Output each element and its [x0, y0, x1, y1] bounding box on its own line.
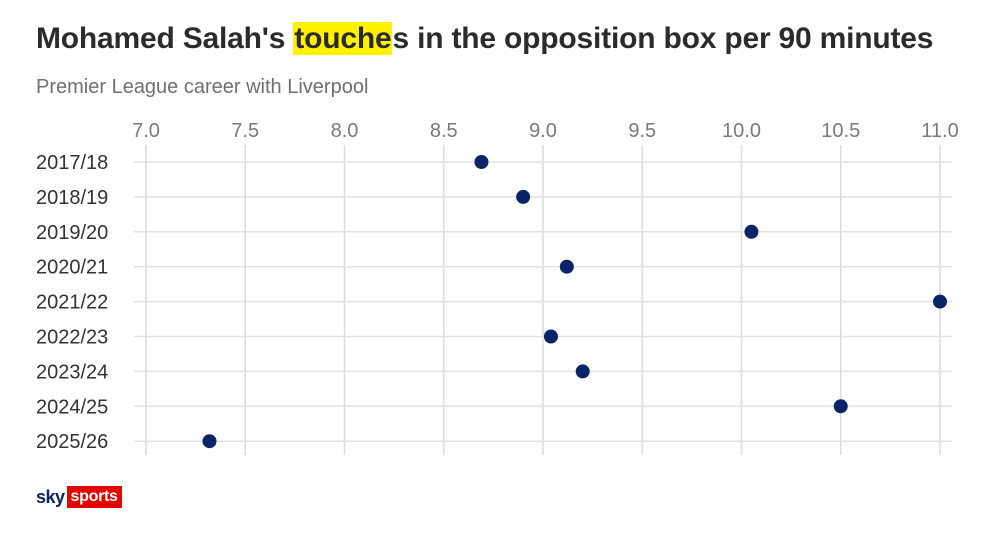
title-highlight: touche [293, 22, 393, 55]
x-tick-label: 8.0 [331, 120, 359, 142]
data-point-2018-19 [516, 189, 531, 204]
x-tick-label: 9.0 [529, 120, 557, 142]
chart-title: Mohamed Salah's touches in the oppositio… [36, 22, 933, 56]
x-tick-label: 10.0 [722, 120, 761, 142]
data-point-2023-24 [575, 364, 590, 379]
category-label: 2017/18 [36, 152, 108, 174]
x-tick-label: 9.5 [628, 120, 656, 142]
category-label: 2018/19 [36, 187, 108, 209]
data-points [202, 155, 947, 449]
logo-sports: sports [66, 486, 122, 508]
data-point-2025-26 [202, 434, 217, 449]
category-label: 2022/23 [36, 327, 108, 349]
data-point-2019-20 [744, 224, 759, 239]
title-part-before: Mohamed Salah's [36, 22, 294, 55]
gridlines [134, 145, 952, 455]
x-tick-label: 11.0 [921, 120, 958, 142]
data-point-2022-23 [543, 329, 558, 344]
x-tick-label: 7.0 [132, 120, 160, 142]
x-tick-label: 7.5 [231, 120, 259, 142]
data-point-2020-21 [559, 259, 574, 274]
category-label: 2019/20 [36, 222, 108, 244]
category-label: 2020/21 [36, 257, 108, 279]
y-axis-categories: 2017/18 2018/19 2019/20 2020/21 2021/22 2022/… [36, 152, 108, 453]
data-point-2021-22 [933, 294, 947, 309]
x-tick-label: 10.5 [821, 120, 860, 142]
logo-sky: sky [36, 486, 65, 507]
category-label: 2023/24 [36, 361, 108, 383]
x-axis-ticks: 7.0 7.5 8.0 8.5 9.0 9.5 10.0 10.5 11.0 [132, 120, 959, 142]
data-point-2017-18 [474, 155, 489, 169]
data-point-2024-25 [833, 399, 848, 414]
category-label: 2024/25 [36, 396, 108, 418]
category-label: 2021/22 [36, 292, 108, 314]
title-part-after: s in the opposition box per 90 minutes [392, 22, 934, 55]
category-label: 2025/26 [36, 431, 108, 453]
x-tick-label: 8.5 [430, 120, 458, 142]
sky-sports-logo: sky sports [36, 486, 122, 508]
chart-subtitle: Premier League career with Liverpool [36, 76, 369, 98]
